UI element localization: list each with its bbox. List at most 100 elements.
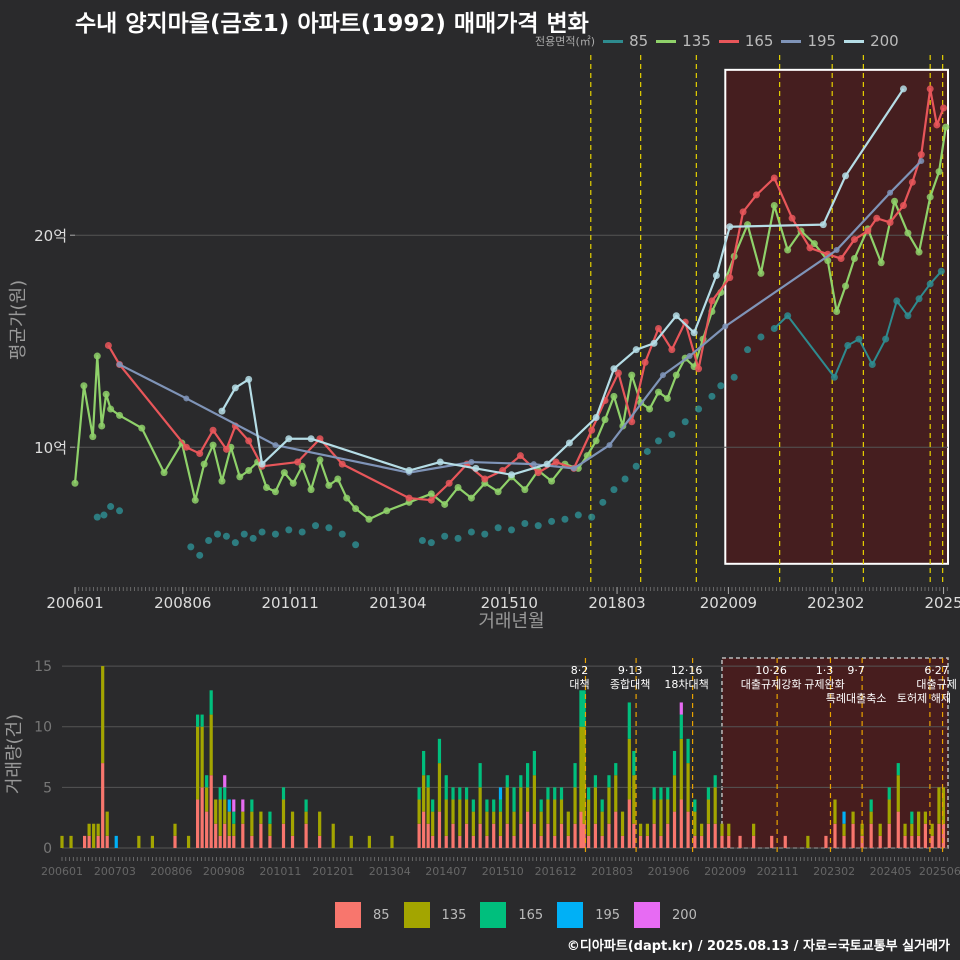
bar-x-tick-label: 201011 [259, 865, 301, 878]
bar-stack [579, 690, 583, 848]
data-point [222, 532, 230, 540]
bar-segment [458, 787, 462, 800]
bar-stack [290, 811, 295, 848]
data-point [574, 511, 582, 519]
data-point [588, 426, 596, 434]
data-point [877, 259, 885, 267]
bar-stack [349, 835, 353, 848]
bar-stack [304, 799, 308, 848]
bar-segment [706, 823, 711, 848]
bar-segment [232, 811, 236, 824]
bar-segment [546, 799, 550, 824]
bar-segment [869, 799, 873, 812]
policy-date: 8·2 [571, 664, 589, 677]
bar-segment [878, 823, 882, 836]
bar-segment [627, 738, 631, 800]
data-point [739, 208, 747, 216]
bar-legend-item-135: 135 [403, 902, 466, 928]
data-point [222, 445, 230, 453]
bar-segment [639, 823, 643, 836]
data-point [850, 235, 858, 243]
x-tick-label: 200601 [46, 594, 103, 612]
data-point [405, 467, 413, 475]
data-point [427, 490, 435, 498]
bar-segment [227, 811, 231, 836]
data-point [245, 375, 253, 383]
bar-stack [519, 775, 523, 848]
chart-canvas: 10억 20억 200601 200806 201011 201304 201510 2018… [4, 55, 960, 878]
bar-stack [652, 787, 656, 848]
bar-segment [917, 811, 921, 836]
data-point [632, 346, 640, 354]
bar-stack [186, 835, 191, 848]
bar-segment [426, 823, 430, 848]
x-tick-label: 2025 [924, 594, 960, 612]
bar-stack [101, 666, 105, 848]
data-point [209, 441, 217, 449]
data-point [534, 522, 542, 530]
bar-stack [232, 799, 236, 848]
bar-segment [553, 787, 557, 800]
data-point [138, 424, 146, 432]
legend-item-85: 85 [603, 32, 648, 50]
data-point [886, 218, 894, 226]
data-point [100, 511, 108, 519]
policy-label: 규제완화 [804, 678, 844, 691]
bar-segment [532, 823, 536, 848]
bar-x-tick-label: 201201 [312, 865, 354, 878]
data-point [643, 447, 651, 455]
bar-segment [290, 835, 295, 848]
data-point [842, 282, 850, 290]
data-point [757, 333, 765, 341]
bar-segment [218, 799, 222, 836]
bar-segment [824, 835, 828, 848]
bar-segment [600, 835, 604, 848]
bar-stack [227, 799, 231, 848]
bar-segment [471, 799, 475, 812]
bar-segment [941, 787, 946, 824]
bar-segment [672, 811, 677, 848]
bar-segment [464, 823, 469, 848]
data-point [788, 214, 796, 222]
bar-segment [579, 726, 583, 812]
bar-stack [417, 787, 421, 848]
bar-stack [331, 823, 335, 848]
bar-segment [492, 823, 496, 848]
data-point [833, 247, 840, 254]
data-point [454, 483, 462, 491]
legend-title: 전용면적(㎡) [535, 35, 596, 48]
x-tick-label: 201011 [261, 594, 318, 612]
bar-segment [770, 835, 774, 848]
data-point [516, 452, 524, 460]
bar-segment [498, 811, 503, 836]
bar-segment [632, 823, 636, 848]
bar-stack [367, 835, 371, 848]
bar-stack [60, 835, 64, 848]
legend-item-195: 195 [781, 32, 836, 50]
bar-segment [566, 835, 570, 848]
data-point [334, 475, 342, 483]
data-point [887, 189, 894, 196]
legend-box-swatch [480, 902, 507, 928]
bar-segment [930, 823, 934, 836]
bar-segment [498, 799, 503, 812]
data-point [668, 346, 676, 354]
data-point [681, 418, 689, 426]
bar-segment [600, 811, 604, 836]
data-point [842, 172, 850, 180]
data-point [891, 197, 899, 205]
data-point [599, 498, 607, 506]
data-point [352, 505, 360, 513]
bar-stack [566, 811, 570, 848]
data-point [481, 475, 489, 483]
data-point [218, 407, 226, 415]
bar-x-tick-label: 200908 [203, 865, 245, 878]
bar-segment [679, 714, 683, 739]
data-point [606, 442, 613, 449]
bar-segment [492, 799, 496, 812]
data-point [383, 507, 391, 515]
data-point [289, 479, 297, 487]
bar-segment [512, 835, 516, 848]
bar-segment [842, 823, 846, 836]
data-point [494, 524, 502, 532]
